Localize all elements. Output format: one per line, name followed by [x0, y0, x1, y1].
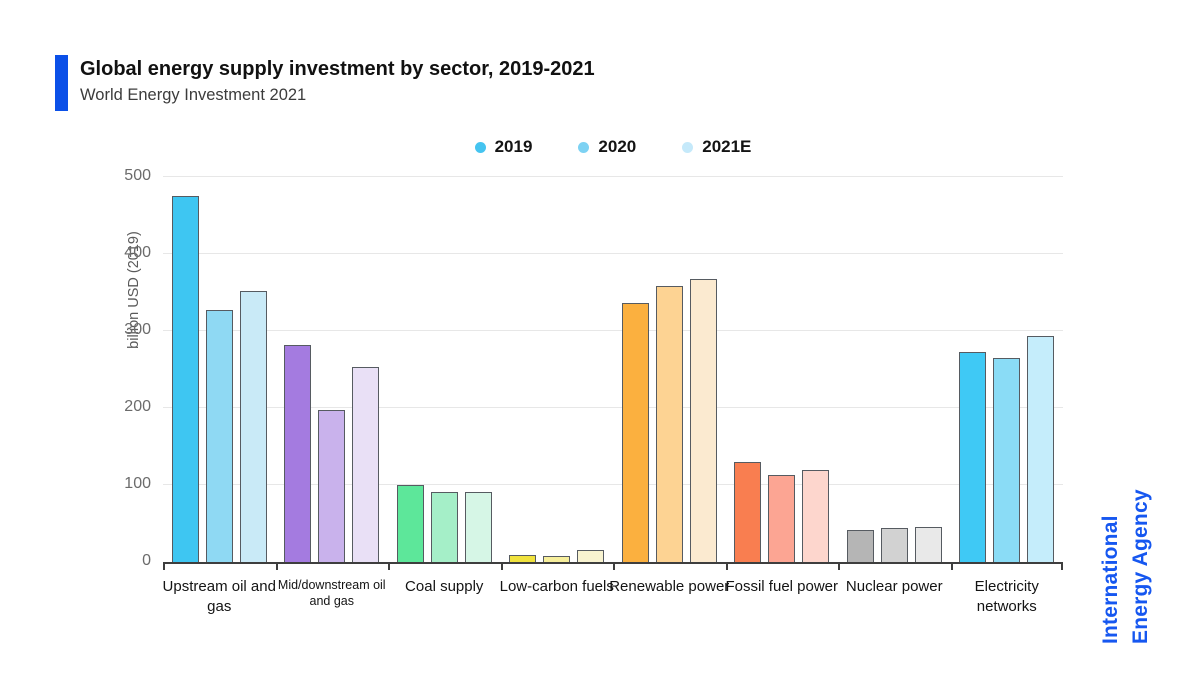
- gridline: [163, 407, 1063, 408]
- bar: [880, 528, 908, 562]
- bar: [352, 367, 380, 562]
- iea-wordmark-line2: Energy Agency: [1129, 489, 1153, 644]
- y-axis-title: billion USD (2019): [126, 231, 142, 349]
- x-axis-category-label: Low-carbon fuels: [499, 578, 614, 595]
- x-axis-category-label: Fossil fuel power: [725, 578, 839, 595]
- gridline: [163, 330, 1063, 331]
- bar: [318, 410, 346, 562]
- x-axis-category-label: Upstream oil and gas: [162, 578, 276, 615]
- bar: [239, 290, 267, 562]
- gridline: [163, 176, 1063, 177]
- bar: [543, 555, 571, 562]
- bar-group: [951, 177, 1064, 562]
- x-axis-tick: [725, 562, 728, 570]
- y-axis-tick-label: 200: [124, 398, 151, 415]
- x-axis-category-label: Electricity networks: [974, 578, 1039, 615]
- page-title: Global energy supply investment by secto…: [80, 58, 595, 80]
- bar-group: [501, 177, 614, 562]
- x-axis-category-label: Renewable power: [609, 578, 730, 595]
- bar: [1027, 335, 1055, 562]
- x-axis-category-label: Coal supply: [405, 578, 484, 595]
- x-axis-tick: [500, 562, 503, 570]
- legend-label: 2019: [494, 137, 533, 156]
- x-axis-labels: Upstream oil and gas Mid/downstream oil a…: [163, 577, 1063, 637]
- bar-group: [163, 177, 276, 562]
- bar: [993, 357, 1021, 562]
- x-axis-category-label: Mid/downstream oil and gas: [277, 578, 386, 609]
- legend-dot-2019-icon: [474, 141, 486, 153]
- bar: [802, 469, 830, 562]
- x-axis-tick: [613, 562, 615, 570]
- iea-wordmark-line1: International: [1099, 515, 1122, 644]
- bar: [509, 555, 537, 562]
- bar: [959, 351, 987, 562]
- legend-dot-2020-icon: [578, 141, 590, 153]
- iea-wordmark: International Energy Agency: [1096, 436, 1164, 644]
- legend-item-2020: 2020: [578, 137, 636, 157]
- x-axis-tick: [838, 562, 840, 570]
- bar: [689, 279, 717, 562]
- x-axis-tick: [950, 562, 953, 570]
- legend-label: 2020: [598, 137, 637, 156]
- bar: [430, 491, 458, 562]
- bar-group: [388, 177, 501, 562]
- bar: [734, 461, 762, 562]
- page-subtitle: World Energy Investment 2021: [80, 86, 307, 104]
- bar: [914, 527, 942, 562]
- bar: [464, 491, 492, 562]
- x-axis-category-label: Nuclear power: [845, 578, 943, 595]
- bar: [205, 310, 233, 562]
- legend-label: 2021E: [702, 137, 752, 156]
- chart-legend: 2019 2020 2021E: [163, 137, 1063, 157]
- bar: [577, 550, 605, 562]
- bar-group: [276, 177, 389, 562]
- x-axis-tick: [388, 562, 390, 570]
- bar-group: [838, 177, 951, 562]
- gridline: [163, 484, 1063, 485]
- bar-group: [613, 177, 726, 562]
- y-axis-tick-label: 500: [124, 167, 151, 184]
- y-axis-tick-label: 300: [124, 321, 151, 338]
- bar: [171, 196, 199, 562]
- x-axis-tick: [1061, 562, 1063, 570]
- bar-group: [726, 177, 839, 562]
- bar: [284, 344, 312, 562]
- bar-chart-plot-area: 0 100 200 300 400 500: [124, 167, 1064, 570]
- x-axis-tick: [275, 562, 278, 570]
- bar: [768, 475, 796, 562]
- y-axis-tick-label: 400: [124, 244, 151, 261]
- legend-item-2019: 2019: [474, 137, 533, 157]
- legend-dot-2021e-icon: [682, 141, 694, 153]
- gridline: [163, 253, 1063, 254]
- legend-item-2021e: 2021E: [682, 137, 751, 157]
- bar: [396, 485, 424, 562]
- y-axis-tick-label: 100: [124, 475, 151, 492]
- y-axis-tick-label: 0: [142, 552, 151, 569]
- bar: [621, 303, 649, 562]
- bar: [655, 285, 683, 562]
- bar: [846, 530, 874, 562]
- x-axis-tick: [163, 562, 165, 570]
- title-accent-bar: [55, 55, 68, 111]
